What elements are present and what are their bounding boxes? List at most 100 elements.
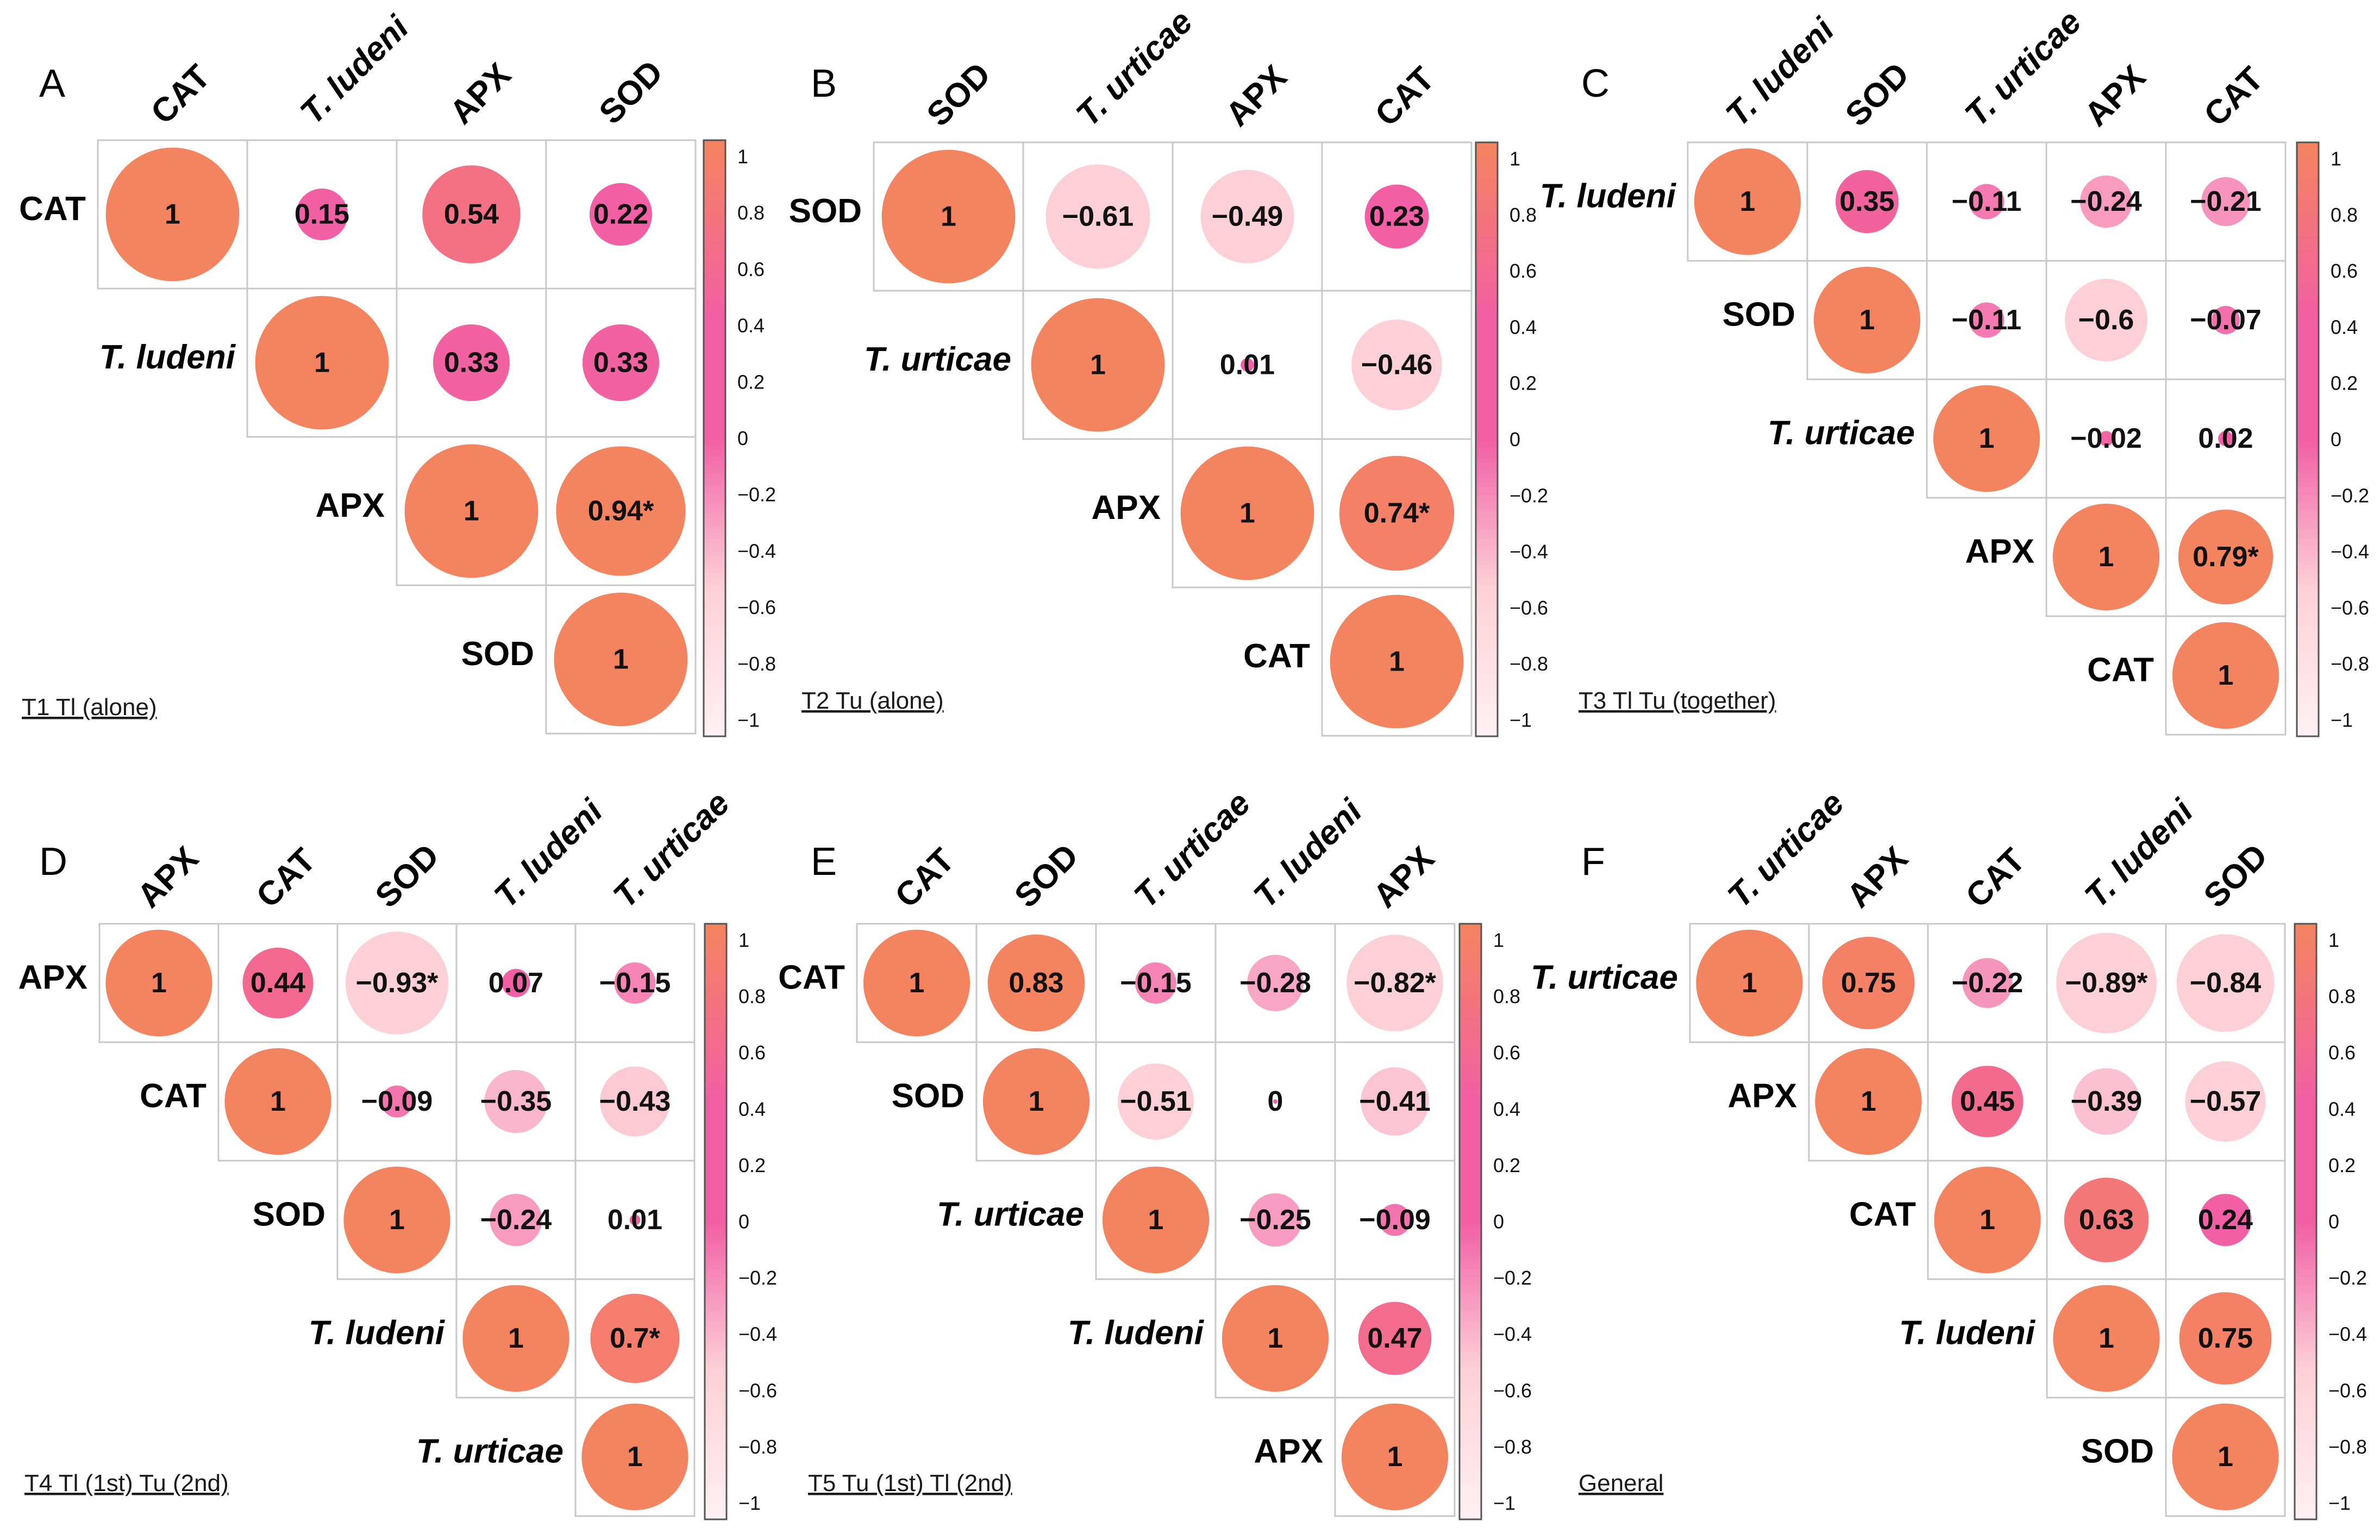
correlation-circle bbox=[255, 296, 389, 430]
colorbar-gradient bbox=[1476, 142, 1498, 736]
correlation-circle bbox=[2080, 175, 2133, 228]
colorbar-tick-label: 0.2 bbox=[2328, 1154, 2356, 1176]
panel-letter: F bbox=[1581, 840, 1605, 884]
colorbar-gradient bbox=[2295, 924, 2316, 1519]
colorbar-tick-label: −0.6 bbox=[737, 596, 776, 618]
colorbar-tick-label: 1 bbox=[738, 929, 749, 951]
colorbar-tick-label: 1 bbox=[1493, 929, 1504, 951]
treatment-label: T1 Tl (alone) bbox=[22, 694, 157, 721]
correlation-circle bbox=[1135, 962, 1176, 1004]
correlation-value: 0.47 bbox=[1367, 1323, 1422, 1354]
correlation-circle bbox=[1248, 1193, 1302, 1247]
correlation-value: 1 bbox=[1980, 1204, 1995, 1236]
correlation-circle bbox=[2064, 1178, 2149, 1262]
correlation-circle bbox=[105, 929, 212, 1037]
correlation-circle bbox=[404, 444, 538, 578]
correlation-circle bbox=[484, 1069, 548, 1134]
colorbar-tick-label: −0.8 bbox=[2328, 1436, 2367, 1458]
colorbar-tick-label: −0.6 bbox=[738, 1379, 777, 1401]
correlation-circle bbox=[1117, 1063, 1194, 1140]
colorbar-tick-label: 0 bbox=[737, 427, 748, 449]
row-label-apx: APX bbox=[18, 959, 87, 997]
correlation-circle bbox=[589, 183, 653, 246]
panel-letter: D bbox=[39, 840, 67, 884]
row-label-sod: SOD bbox=[1723, 296, 1795, 334]
colorbar-tick-label: 1 bbox=[2328, 929, 2339, 951]
row-label-sod: SOD bbox=[253, 1196, 325, 1234]
colorbar-gradient bbox=[704, 140, 725, 736]
row-label-apx: APX bbox=[1254, 1433, 1323, 1470]
colorbar-tick-label: −0.4 bbox=[1493, 1323, 1532, 1345]
correlation-circle bbox=[1361, 1067, 1429, 1136]
colorbar-tick-label: −0.8 bbox=[2331, 653, 2369, 675]
panel-c: C1 0.35 −0.11 −0.24 −0.211 −0.11 −0.6 −0.071 −0.… bbox=[1540, 3, 2369, 737]
correlation-circle bbox=[1813, 266, 1921, 374]
correlation-value: 0.01 bbox=[1220, 349, 1275, 381]
correlation-circle bbox=[2176, 934, 2275, 1032]
column-label-apx: APX bbox=[1219, 58, 1294, 134]
correlation-value: 0.75 bbox=[1841, 967, 1896, 999]
correlation-circle bbox=[600, 1066, 670, 1137]
correlation-value: 0.74* bbox=[1364, 498, 1430, 529]
correlation-value: −0.51 bbox=[1120, 1086, 1192, 1117]
colorbar-tick-label: 0.6 bbox=[737, 258, 765, 280]
correlation-value: 1 bbox=[627, 1441, 643, 1473]
correlation-value: 0.94* bbox=[588, 496, 654, 527]
correlation-value: 1 bbox=[909, 967, 925, 999]
correlation-circle bbox=[1247, 955, 1304, 1011]
row-label-t-ludeni: T. ludeni bbox=[309, 1314, 446, 1352]
colorbar-tick-label: −0.4 bbox=[738, 1323, 777, 1345]
correlation-circle bbox=[582, 324, 660, 402]
colorbar-frame bbox=[704, 923, 728, 1520]
colorbar-gradient bbox=[2297, 142, 2319, 736]
row-label-t-ludeni: T. ludeni bbox=[99, 339, 236, 376]
colorbar-tick-label: −0.2 bbox=[2328, 1267, 2367, 1289]
column-label-t-ludeni: T. ludeni bbox=[2078, 792, 2201, 915]
correlation-circle bbox=[490, 1193, 542, 1247]
correlation-circle bbox=[1696, 929, 1803, 1037]
correlation-circle bbox=[2201, 177, 2250, 226]
row-label-cat: CAT bbox=[1849, 1196, 1916, 1234]
correlation-circle bbox=[1822, 937, 1915, 1029]
row-label-sod: SOD bbox=[892, 1078, 964, 1115]
column-label-cat: CAT bbox=[1368, 60, 1442, 134]
colorbar-tick-label: 0 bbox=[1493, 1211, 1504, 1233]
correlation-circle bbox=[2056, 932, 2157, 1034]
correlation-value: 1 bbox=[613, 644, 629, 675]
colorbar-tick-label: 0.4 bbox=[738, 1098, 766, 1120]
panel-e: E1 0.83 −0.15 −0.28 −0.82*1 −0.51 0 −0.411 −0.25… bbox=[778, 784, 1532, 1520]
correlation-circle bbox=[2179, 1292, 2272, 1385]
correlation-value: 1 bbox=[389, 1204, 405, 1236]
correlation-circle bbox=[1339, 455, 1455, 571]
correlation-circle bbox=[2172, 622, 2279, 729]
correlation-value: 0.63 bbox=[2079, 1204, 2134, 1236]
correlation-circle bbox=[2178, 509, 2273, 605]
panel-letter: C bbox=[1581, 62, 1609, 105]
correlation-value: 1 bbox=[1268, 1323, 1283, 1354]
correlation-value: −0.49 bbox=[1212, 201, 1283, 233]
colorbar-tick-label: −1 bbox=[1493, 1492, 1515, 1514]
correlation-value: −0.15 bbox=[599, 967, 671, 999]
correlation-circle bbox=[1180, 446, 1314, 580]
correlation-value: 0.35 bbox=[1839, 186, 1894, 217]
correlation-circle bbox=[381, 1085, 413, 1118]
correlation-circle bbox=[1934, 1166, 2041, 1274]
correlation-value: 1 bbox=[508, 1323, 524, 1354]
colorbar-gradient bbox=[705, 924, 726, 1519]
row-label-cat: CAT bbox=[778, 959, 845, 997]
correlation-value: 0.45 bbox=[1960, 1086, 2015, 1117]
correlation-circle bbox=[554, 592, 688, 727]
column-label-apx: APX bbox=[1840, 840, 1915, 915]
correlation-circle bbox=[462, 1285, 569, 1392]
colorbar-tick-label: 0.2 bbox=[738, 1154, 766, 1176]
correlation-value: −0.89* bbox=[2065, 967, 2149, 999]
row-label-t-urticae: T. urticae bbox=[1531, 959, 1678, 997]
correlation-circle bbox=[2172, 1403, 2279, 1511]
correlation-circle bbox=[1346, 935, 1443, 1031]
colorbar-tick-label: 0.6 bbox=[1493, 1042, 1520, 1064]
correlation-value: 1 bbox=[941, 201, 956, 233]
column-label-cat: CAT bbox=[2197, 60, 2271, 134]
correlation-value: −0.25 bbox=[1239, 1204, 1311, 1236]
treatment-label: T3 Tl Tu (together) bbox=[1579, 687, 1776, 714]
